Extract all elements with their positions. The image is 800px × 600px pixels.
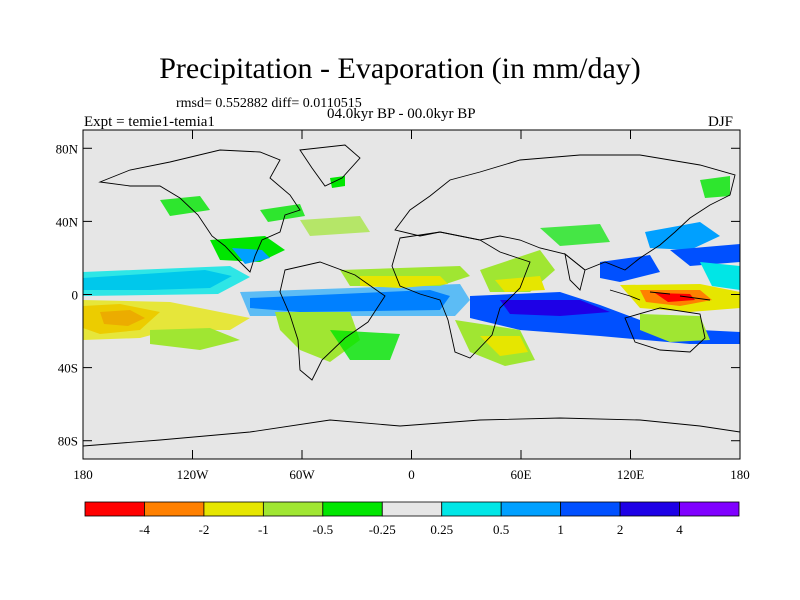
- lon-tick-label: 60W: [289, 467, 315, 482]
- colorbar-label: -0.5: [313, 522, 334, 537]
- colorbar-swatch: [442, 502, 501, 516]
- lon-tick-label: 60E: [511, 467, 532, 482]
- colorbar-swatch: [85, 502, 144, 516]
- lat-tick-label: 80N: [56, 141, 79, 156]
- lat-tick-label: 80S: [58, 434, 78, 449]
- colorbar-label: 4: [676, 522, 683, 537]
- lat-tick-label: 0: [72, 288, 79, 303]
- lat-tick-label: 40N: [56, 214, 79, 229]
- colorbar-swatch: [501, 502, 560, 516]
- colorbar: -4 -2 -1 -0.5 -0.25 0.25 0.5 1 2 4: [85, 502, 739, 537]
- lat-tick-label: 40S: [58, 361, 78, 376]
- colorbar-swatch: [263, 502, 322, 516]
- colorbar-label: 0.25: [430, 522, 453, 537]
- colorbar-label: 0.5: [493, 522, 509, 537]
- lon-tick-label: 120W: [177, 467, 210, 482]
- lon-tick-label: 120E: [617, 467, 645, 482]
- lon-tick-label: 180: [730, 467, 750, 482]
- colorbar-label: -4: [139, 522, 150, 537]
- lon-tick-label: 0: [408, 467, 415, 482]
- colorbar-swatch: [323, 502, 382, 516]
- colorbar-swatch: [144, 502, 203, 516]
- colorbar-label: -1: [258, 522, 269, 537]
- colorbar-label: -2: [198, 522, 209, 537]
- colorbar-swatch: [680, 502, 739, 516]
- colorbar-swatch: [561, 502, 620, 516]
- colorbar-swatch: [204, 502, 263, 516]
- colorbar-label: 2: [617, 522, 624, 537]
- colorbar-swatch: [382, 502, 441, 516]
- colorbar-label: -0.25: [369, 522, 396, 537]
- colorbar-swatch: [620, 502, 679, 516]
- colorbar-label: 1: [557, 522, 564, 537]
- lon-tick-label: 180: [73, 467, 93, 482]
